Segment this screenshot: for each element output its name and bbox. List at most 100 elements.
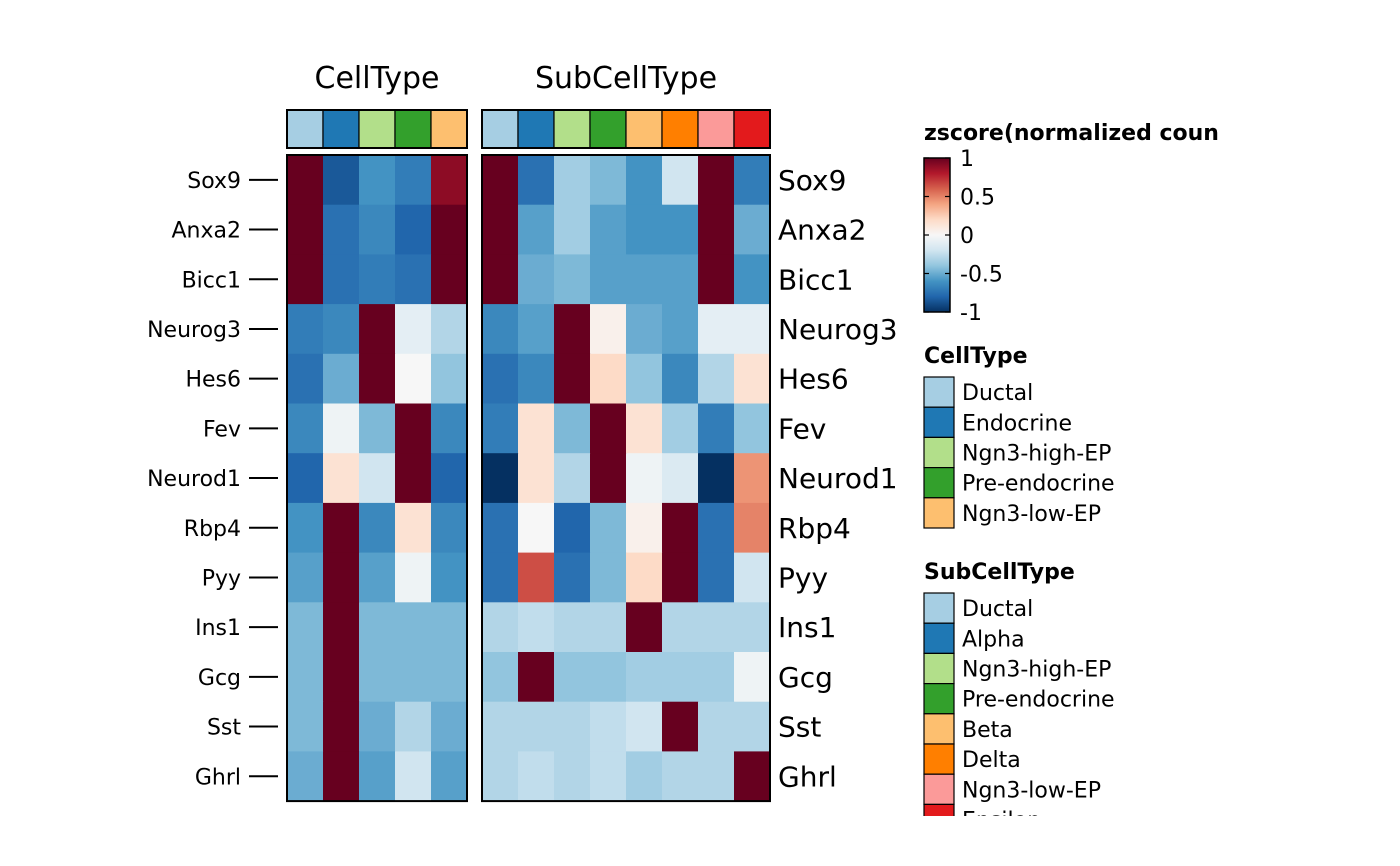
heatmap-cell <box>359 652 396 703</box>
heatmap-cell <box>626 403 663 454</box>
legend-label: Beta <box>962 718 1013 743</box>
heatmap-cell <box>359 552 396 603</box>
row-label-right: Ghrl <box>778 760 837 793</box>
row-label-left: Ins1 <box>195 616 241 641</box>
heatmap-cell <box>662 204 699 255</box>
heatmap-cell <box>395 254 432 305</box>
annotation-cell-delta <box>661 109 699 149</box>
legend-label: Ngn3-low-EP <box>962 502 1101 527</box>
heatmap-cell <box>590 353 627 404</box>
row-label-right: Anxa2 <box>778 214 866 247</box>
annotation-cell-ngn3-high-ep <box>553 109 591 149</box>
row-label-left: Ghrl <box>195 765 241 790</box>
heatmap-cell <box>698 652 735 703</box>
legend-label: Ductal <box>962 597 1033 622</box>
heatmap-cell <box>626 652 663 703</box>
heatmap-cell <box>698 453 735 504</box>
colorbar-tick-label: -1 <box>960 301 982 326</box>
heatmap-cell <box>323 403 360 454</box>
heatmap-cell <box>323 502 360 554</box>
heatmap-cell <box>554 602 591 653</box>
heatmap-cell <box>734 751 771 802</box>
heatmap-cell <box>323 701 360 752</box>
legend-title: CellType <box>924 344 1028 369</box>
legend-swatch <box>923 773 955 806</box>
heatmap-cell <box>395 155 432 206</box>
heatmap-cell <box>482 155 519 206</box>
row-labels-left: Sox9 Anxa2 Bicc1 Neurog3 Hes6 Fev Neurod1 Rbp4 P… <box>147 169 278 790</box>
heatmap-cell <box>554 453 591 504</box>
heatmap-cell <box>395 751 432 802</box>
annotation-legends: CellType Ductal Endocrine Ngn3-high-EP Pre-e… <box>923 344 1115 816</box>
heatmap-cell <box>734 701 771 752</box>
legend-subcelltype: SubCellType Ductal Alpha Ngn3-high-EP Pre-en… <box>923 560 1115 816</box>
heatmap-cell <box>323 652 360 703</box>
heatmap-cell <box>287 403 324 454</box>
heatmap-cell <box>518 552 555 603</box>
panel-title: CellType <box>315 61 440 96</box>
legend-swatch <box>923 406 955 439</box>
heatmap-cell <box>518 453 555 504</box>
heatmap-cell <box>431 502 468 554</box>
heatmap-cell <box>554 751 591 802</box>
heatmap-cell <box>323 254 360 305</box>
heatmap-cell <box>359 254 396 305</box>
legend-swatch <box>923 592 955 624</box>
heatmap-cell <box>395 453 432 504</box>
heatmap-cell <box>431 304 468 355</box>
heatmap-cell <box>590 204 627 255</box>
heatmap-cell <box>518 204 555 255</box>
annotation-cell-endocrine <box>322 109 360 149</box>
row-label-right: Neurog3 <box>778 313 898 346</box>
heatmap-cell <box>359 701 396 752</box>
heatmap-cell <box>359 602 396 653</box>
heatmap-cell <box>734 254 771 305</box>
annotation-cell-ductal <box>481 109 519 149</box>
legend-swatch <box>923 436 955 469</box>
heatmap-border <box>481 154 771 803</box>
heatmap-cell <box>698 751 735 802</box>
heatmap-cell <box>662 155 699 206</box>
row-label-left: Hes6 <box>185 368 241 393</box>
heatmap-cell <box>626 353 663 404</box>
heatmap-cell <box>554 403 591 454</box>
heatmap-cell <box>323 453 360 504</box>
heatmap-cell <box>590 751 627 802</box>
row-label-right: Gcg <box>778 661 833 694</box>
heatmap-cell <box>734 155 771 206</box>
legend-swatch <box>923 497 955 529</box>
heatmap-cell <box>395 552 432 603</box>
heatmap-cell <box>482 254 519 305</box>
heatmap-cell <box>395 304 432 355</box>
row-label-left: Sox9 <box>187 169 241 194</box>
heatmap-cell <box>518 502 555 554</box>
heatmap-cell <box>554 204 591 255</box>
heatmap-cell <box>323 552 360 603</box>
heatmap-cell <box>359 403 396 454</box>
heatmap-cell <box>734 502 771 554</box>
heatmap-cell <box>662 304 699 355</box>
heatmap-cell <box>662 502 699 554</box>
heatmap-cell <box>482 304 519 355</box>
heatmap-cell <box>287 304 324 355</box>
heatmap-cell <box>518 602 555 653</box>
heatmap-cell <box>662 751 699 802</box>
heatmap-cell <box>698 204 735 255</box>
colorbar-title: zscore(normalized coun <box>924 121 1219 146</box>
heatmap-cell <box>323 204 360 255</box>
annotation-border <box>481 109 771 149</box>
row-label-right: Neurod1 <box>778 462 898 495</box>
heatmap-cell <box>518 652 555 703</box>
legend-label: Alpha <box>962 627 1025 652</box>
heatmap-cell <box>698 155 735 206</box>
heatmap-cell <box>395 353 432 404</box>
heatmap-cell <box>698 254 735 305</box>
heatmap-cell <box>287 254 324 305</box>
heatmap-cell <box>590 701 627 752</box>
heatmap-cell <box>518 751 555 802</box>
legend-swatch <box>923 622 955 655</box>
heatmap-cell <box>287 204 324 255</box>
heatmap-cell <box>359 304 396 355</box>
heatmap-cell <box>431 403 468 454</box>
heatmap-cell <box>698 403 735 454</box>
